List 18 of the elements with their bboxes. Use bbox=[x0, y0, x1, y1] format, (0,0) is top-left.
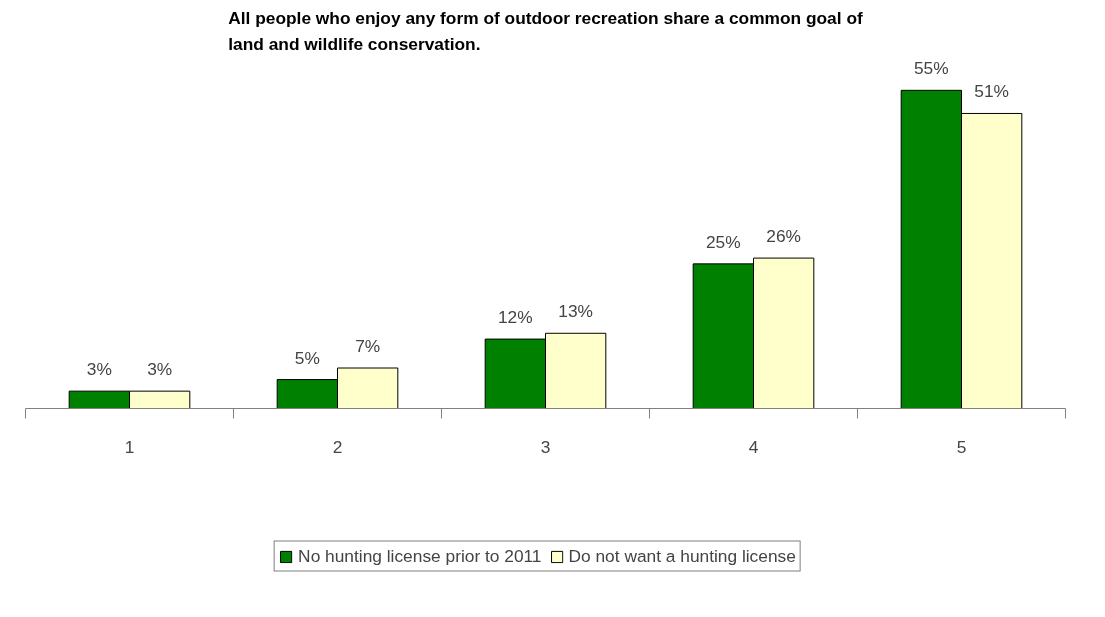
x-tick-label: 5 bbox=[956, 436, 967, 457]
x-tick-label: 3 bbox=[540, 436, 551, 457]
data-label: 3% bbox=[147, 359, 173, 380]
chart-title: All people who enjoy any form of outdoor recreation share a common goal of land and wildlife conservation. bbox=[228, 7, 863, 54]
x-tick-label: 4 bbox=[748, 436, 759, 457]
x-tick-label: 2 bbox=[332, 436, 343, 457]
data-label: 3% bbox=[86, 359, 112, 380]
legend-label: No hunting license prior to 2011 bbox=[298, 545, 542, 567]
data-label: 25% bbox=[706, 231, 741, 252]
data-label: 26% bbox=[766, 226, 802, 247]
data-label: 51% bbox=[974, 81, 1010, 102]
data-label: 12% bbox=[498, 307, 533, 328]
x-tick-label: 1 bbox=[124, 436, 135, 457]
data-label: 13% bbox=[558, 301, 594, 322]
data-label: 7% bbox=[355, 336, 381, 356]
legend-label: Do not want a hunting license bbox=[568, 545, 796, 567]
data-label: 55% bbox=[914, 58, 949, 79]
data-label: 5% bbox=[294, 347, 320, 368]
